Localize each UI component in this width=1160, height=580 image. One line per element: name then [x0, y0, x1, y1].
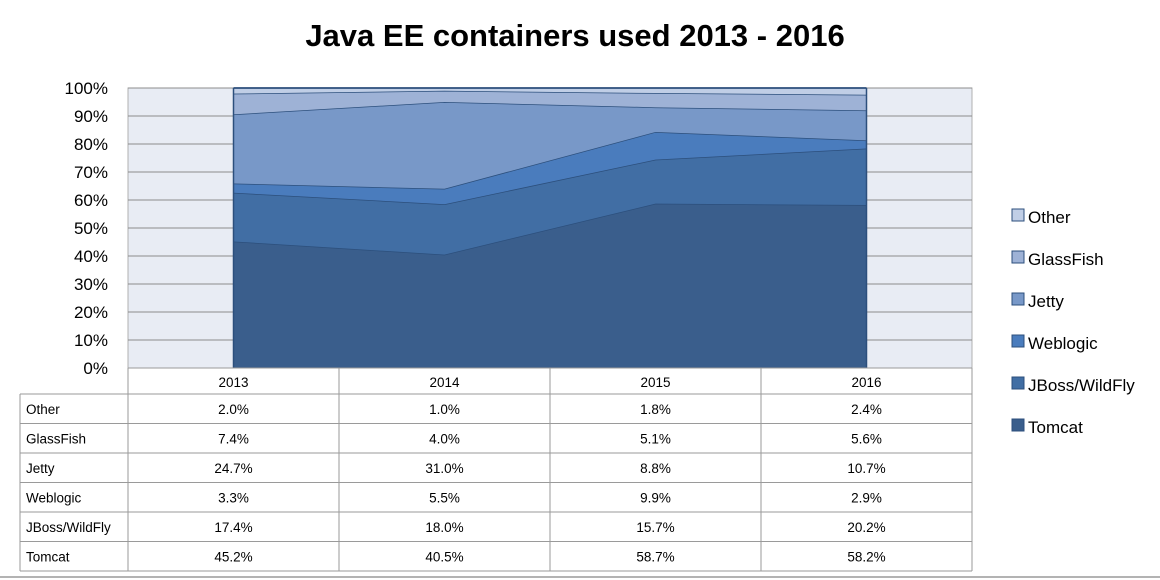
- legend-swatch-weblogic: [1011, 334, 1025, 348]
- y-tick-label: 80%: [74, 135, 108, 154]
- legend-label-tomcat: Tomcat: [1028, 418, 1083, 437]
- table-cell: 10.7%: [847, 461, 885, 476]
- table-cell: 7.4%: [218, 431, 249, 446]
- table-cell: 17.4%: [214, 520, 252, 535]
- y-tick-label: 20%: [74, 303, 108, 322]
- table-cell: 3.3%: [218, 490, 249, 505]
- table-cell: 8.8%: [640, 461, 671, 476]
- table-row-label: Jetty: [26, 461, 55, 476]
- table-cell: 2.9%: [851, 490, 882, 505]
- area-weblogic: [233, 131, 867, 205]
- table-cell: 5.1%: [640, 431, 671, 446]
- table-cell: 40.5%: [425, 549, 463, 564]
- area-other: [233, 88, 867, 95]
- y-tick-label: 10%: [74, 331, 108, 350]
- table-cell: 58.2%: [847, 549, 885, 564]
- table-row-label: JBoss/WildFly: [26, 520, 111, 535]
- table-row-label: GlassFish: [26, 431, 86, 446]
- table-header-2016: 2016: [851, 375, 881, 390]
- y-tick-label: 50%: [74, 219, 108, 238]
- legend-swatch-other: [1011, 208, 1025, 222]
- area-jboss-wildfly: [233, 148, 867, 255]
- table-header-2015: 2015: [640, 375, 670, 390]
- y-tick-label: 30%: [74, 275, 108, 294]
- legend-label-glassfish: GlassFish: [1028, 250, 1104, 269]
- table-cell: 2.4%: [851, 402, 882, 417]
- legend-label-jboss-wildfly: JBoss/WildFly: [1028, 376, 1135, 395]
- legend-label-jetty: Jetty: [1028, 292, 1064, 311]
- y-tick-label: 90%: [74, 107, 108, 126]
- table-cell: 24.7%: [214, 461, 252, 476]
- y-tick-label: 60%: [74, 191, 108, 210]
- area-edge-jboss-wildfly: [233, 147, 867, 205]
- table-cell: 5.6%: [851, 431, 882, 446]
- y-tick-label: 70%: [74, 163, 108, 182]
- table-row-label: Tomcat: [26, 549, 70, 564]
- table-header-2014: 2014: [429, 375, 460, 390]
- y-tick-label: 100%: [65, 79, 108, 98]
- table-cell: 31.0%: [425, 461, 463, 476]
- table-cell: 18.0%: [425, 520, 463, 535]
- legend-swatch-jboss-wildfly: [1011, 376, 1025, 390]
- area-jetty: [233, 102, 867, 189]
- table-cell: 4.0%: [429, 431, 460, 446]
- y-tick-label: 40%: [74, 247, 108, 266]
- y-tick-label: 0%: [83, 359, 108, 378]
- legend-swatch-tomcat: [1011, 418, 1025, 432]
- table-cell: 1.0%: [429, 402, 460, 417]
- area-glassfish: [233, 90, 867, 115]
- table-cell: 45.2%: [214, 549, 252, 564]
- table-cell: 58.7%: [636, 549, 674, 564]
- table-row-label: Weblogic: [26, 490, 82, 505]
- table-cell: 15.7%: [636, 520, 674, 535]
- legend-swatch-jetty: [1011, 292, 1025, 306]
- legend-swatch-glassfish: [1011, 250, 1025, 264]
- legend-label-other: Other: [1028, 208, 1071, 227]
- legend-label-weblogic: Weblogic: [1028, 334, 1098, 353]
- chart-title: Java EE containers used 2013 - 2016: [305, 18, 845, 53]
- table-cell: 5.5%: [429, 490, 460, 505]
- table-header-2013: 2013: [218, 375, 248, 390]
- table-cell: 2.0%: [218, 402, 249, 417]
- area-tomcat: [233, 203, 867, 368]
- table-row-label: Other: [26, 402, 60, 417]
- table-cell: 9.9%: [640, 490, 671, 505]
- table-cell: 1.8%: [640, 402, 671, 417]
- table-cell: 20.2%: [847, 520, 885, 535]
